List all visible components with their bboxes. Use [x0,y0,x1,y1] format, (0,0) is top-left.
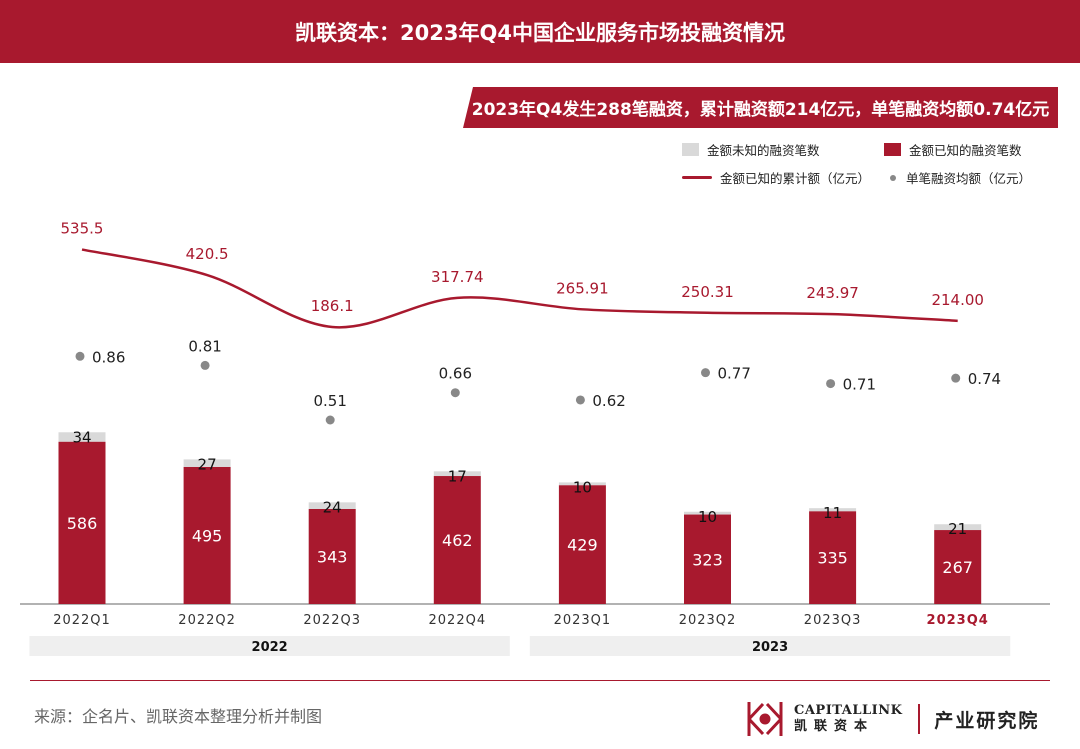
year-group-label: 2022 [252,640,288,655]
bar-known-label: 335 [817,549,848,568]
avg-label: 0.51 [313,392,346,410]
bar-known [183,466,231,604]
bar-known [58,441,106,604]
year-group-band [529,636,1011,656]
cumulative-label: 214.00 [931,291,984,309]
cumulative-label: 186.1 [311,297,354,315]
footer-divider [30,680,1050,681]
legend-unknown: 金额未知的融资笔数 [682,140,820,159]
avg-label: 0.62 [592,392,625,410]
bar-unknown [433,471,481,477]
legend-label-total: 金额已知的累计额（亿元） [720,171,871,186]
capitallink-logo-icon [747,702,783,736]
bar-unknown [809,508,857,512]
bar-unknown [684,511,731,515]
x-tick-label: 2022Q4 [429,613,487,628]
avg-label: 0.74 [968,370,1001,388]
x-tick-label: 2022Q1 [53,613,111,628]
cumulative-line [81,248,958,329]
cumulative-label: 317.74 [431,268,484,286]
page-title: 凯联资本：2023年Q4中国企业服务市场投融资情况 [0,0,1080,63]
x-tick-label: 2023Q1 [554,613,612,628]
bar-known [558,485,606,604]
cumulative-label: 265.91 [556,279,609,297]
logo-english: CAPITALLINK [794,703,903,719]
capitallink-logo: CAPITALLINK 凯联资本 产业研究院 [744,698,1039,740]
legend-label-unknown: 金额未知的融资笔数 [707,143,820,158]
cumulative-label: 420.5 [186,245,229,263]
x-tick-label: 2023Q4 [927,613,989,628]
year-group-label: 2023 [752,640,788,655]
avg-dot [826,379,836,389]
bar-known-label: 495 [192,526,223,545]
bar-unknown-label: 24 [323,498,342,516]
avg-dot [75,351,85,361]
legend-swatch-dot [890,174,896,181]
bar-unknown [558,482,606,486]
cumulative-label: 243.97 [806,284,859,302]
avg-label: 0.77 [718,365,751,383]
bar-known-label: 429 [567,536,598,555]
avg-label: 0.81 [188,337,221,355]
avg-dot [450,388,460,398]
bar-unknown-label: 17 [448,467,467,485]
bar-unknown-label: 27 [198,455,217,473]
summary-banner: 2023年Q4发生288笔融资，累计融资额214亿元，单笔融资均额0.74亿元 [463,87,1058,128]
bar-unknown-label: 34 [72,428,91,446]
bar-known-label: 323 [692,550,723,569]
bar-unknown-label: 10 [698,508,717,526]
bar-unknown [934,524,982,531]
avg-dot [951,373,961,383]
bar-known-label: 462 [442,531,473,550]
logo-separator [918,704,921,734]
bar-unknown-label: 11 [823,504,842,522]
bar-known [934,530,982,604]
institute-name: 产业研究院 [934,709,1040,732]
avg-label: 0.66 [439,365,472,383]
avg-dot [200,360,210,370]
bar-known [809,511,857,604]
x-tick-label: 2023Q3 [804,613,862,628]
bar-known [308,508,356,604]
bar-known-label: 586 [67,514,98,533]
x-tick-label: 2022Q2 [178,613,236,628]
bar-unknown [58,432,106,442]
avg-dot [701,368,710,378]
legend-label-avg: 单笔融资均额（亿元） [906,171,1032,186]
bar-known-label: 267 [942,558,973,577]
legend-swatch-grey [682,143,699,156]
bar-unknown [308,502,356,509]
cumulative-label: 535.5 [61,220,104,238]
legend-swatch-line [682,176,712,179]
avg-dot [325,415,335,425]
legend-avg: 单笔融资均额（亿元） [884,168,1031,187]
bar-unknown-label: 10 [573,478,592,496]
x-tick-label: 2022Q3 [303,613,361,628]
source-note: 来源：企名片、凯联资本整理分析并制图 [34,707,323,726]
avg-dot [575,395,585,405]
cumulative-label: 250.31 [681,283,734,301]
year-group-band [29,636,510,656]
bar-unknown [183,459,231,467]
avg-label: 0.86 [92,348,125,366]
bar-unknown-label: 21 [948,520,967,538]
bar-known-label: 343 [317,547,348,566]
bar-known [433,476,481,604]
legend-swatch-red [884,143,901,156]
legend-known: 金额已知的融资笔数 [884,140,1022,159]
x-tick-label: 2023Q2 [679,613,737,628]
avg-label: 0.71 [843,376,876,394]
bar-known [684,514,731,604]
logo-chinese: 凯联资本 [794,719,875,734]
legend-total: 金额已知的累计额（亿元） [682,168,870,187]
legend-label-known: 金额已知的融资笔数 [909,143,1022,158]
